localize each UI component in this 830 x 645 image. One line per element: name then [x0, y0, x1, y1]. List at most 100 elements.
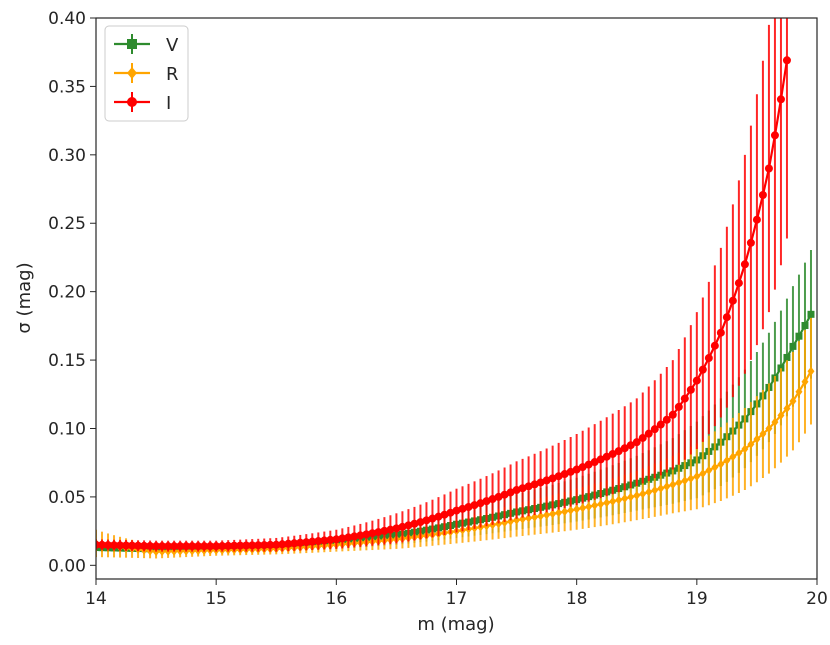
data-point-I: [752, 215, 761, 224]
data-point-I: [650, 425, 659, 434]
series-I: [96, 18, 791, 552]
y-tick-label: 0.35: [48, 77, 86, 97]
data-point-I: [122, 541, 131, 550]
data-point-R: [489, 520, 497, 530]
data-point-I: [362, 530, 371, 539]
data-point-I: [224, 541, 233, 550]
data-point-I: [776, 95, 785, 104]
data-point-I: [452, 506, 461, 515]
data-point-I: [584, 460, 593, 469]
data-point-I: [722, 313, 731, 322]
data-point-I: [758, 190, 767, 199]
data-point-R: [645, 487, 653, 497]
data-point-I: [302, 538, 311, 547]
data-point-R: [621, 494, 629, 504]
y-tick-label: 0.40: [48, 9, 86, 29]
data-point-I: [260, 541, 269, 550]
data-point-I: [644, 429, 653, 438]
data-point-I: [188, 542, 197, 551]
data-point-I: [344, 533, 353, 542]
data-point-I: [284, 539, 293, 548]
x-tick-label: 18: [566, 589, 588, 609]
data-point-I: [320, 536, 329, 545]
data-point-I: [308, 537, 317, 546]
data-point-R: [519, 514, 527, 524]
data-point-R: [603, 498, 611, 508]
series-line-I: [96, 60, 789, 548]
data-point-R: [513, 515, 521, 525]
data-point-R: [699, 468, 707, 478]
x-tick-label: 17: [446, 589, 468, 609]
data-point-R: [543, 510, 551, 520]
data-point-I: [374, 528, 383, 537]
data-point-I: [464, 502, 473, 511]
data-point-I: [476, 499, 485, 508]
data-point-R: [615, 495, 623, 505]
data-point-R: [693, 471, 701, 481]
legend-label: R: [166, 64, 179, 85]
x-axis: 14 15 16 17 18 19 20: [85, 579, 828, 609]
data-point-R: [777, 410, 785, 420]
data-point-I: [536, 478, 545, 487]
data-point-I: [170, 542, 179, 551]
data-point-I: [152, 542, 161, 551]
x-tick-label: 14: [85, 589, 107, 609]
data-point-I: [164, 542, 173, 551]
data-point-R: [657, 483, 665, 493]
data-point-R: [729, 452, 737, 462]
data-point-I: [626, 441, 635, 450]
data-point-I: [566, 467, 575, 476]
data-point-I: [158, 542, 167, 551]
y-axis-label: σ (mag): [14, 262, 35, 333]
data-point-I: [704, 354, 713, 363]
data-point-I: [146, 542, 155, 551]
data-point-I: [608, 449, 617, 458]
data-point-R: [687, 474, 695, 484]
data-point-I: [272, 540, 281, 549]
data-point-I: [674, 402, 683, 411]
data-point-R: [753, 434, 761, 444]
data-point-I: [278, 540, 287, 549]
data-point-I: [422, 516, 431, 525]
data-point-I: [482, 497, 491, 506]
data-point-R: [789, 396, 797, 406]
data-point-I: [614, 447, 623, 456]
x-tick-label: 15: [205, 589, 227, 609]
series-layer: [96, 18, 815, 559]
data-point-R: [711, 462, 719, 472]
data-point-R: [747, 439, 755, 449]
data-point-R: [531, 512, 539, 522]
data-point-R: [555, 508, 563, 518]
data-point-I: [236, 541, 245, 550]
y-tick-label: 0.30: [48, 146, 86, 166]
y-tick-label: 0.10: [48, 419, 86, 439]
data-point-R: [705, 465, 713, 475]
data-point-I: [338, 534, 347, 543]
data-point-I: [248, 541, 257, 550]
data-point-R: [735, 448, 743, 458]
data-point-V: [783, 353, 791, 361]
data-point-I: [398, 522, 407, 531]
data-point-I: [596, 455, 605, 464]
data-point-I: [254, 541, 263, 550]
data-point-I: [440, 510, 449, 519]
data-point-I: [698, 365, 707, 374]
data-point-I: [770, 131, 779, 140]
data-point-R: [579, 503, 587, 513]
data-point-I: [350, 532, 359, 541]
legend-item-I: I: [114, 92, 171, 114]
data-point-I: [506, 488, 515, 497]
data-point-I: [740, 260, 749, 269]
data-point-I: [470, 501, 479, 510]
data-point-I: [494, 492, 503, 501]
data-point-I: [710, 341, 719, 350]
data-point-I: [98, 540, 107, 549]
data-point-I: [134, 541, 143, 550]
data-point-R: [681, 476, 689, 486]
data-point-R: [561, 507, 569, 517]
y-tick-label: 0.05: [48, 488, 86, 508]
data-point-I: [602, 452, 611, 461]
data-point-I: [560, 470, 569, 479]
legend-marker: [127, 67, 137, 79]
data-point-V: [807, 310, 815, 318]
